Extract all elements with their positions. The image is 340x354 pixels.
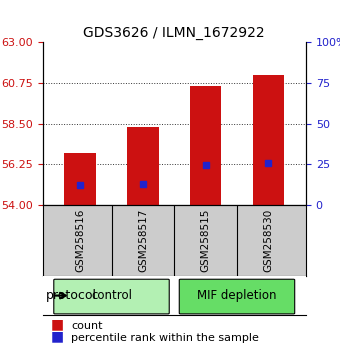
Text: count: count [71, 321, 103, 331]
Bar [253, 75, 284, 205]
Text: GSM258516: GSM258516 [75, 209, 85, 272]
Text: control: control [91, 289, 132, 302]
Text: ■: ■ [51, 329, 64, 343]
Text: GSM258515: GSM258515 [201, 209, 210, 272]
Bar [190, 86, 221, 205]
Text: percentile rank within the sample: percentile rank within the sample [71, 333, 259, 343]
FancyBboxPatch shape [179, 279, 295, 314]
Title: GDS3626 / ILMN_1672922: GDS3626 / ILMN_1672922 [83, 26, 265, 40]
Text: GSM258530: GSM258530 [264, 209, 273, 272]
Text: GSM258517: GSM258517 [138, 209, 148, 272]
Text: protocol: protocol [46, 289, 97, 302]
Text: ■: ■ [51, 317, 64, 331]
FancyBboxPatch shape [54, 279, 169, 314]
Text: MIF depletion: MIF depletion [197, 289, 277, 302]
Bar [127, 127, 158, 205]
Bar [65, 153, 96, 205]
